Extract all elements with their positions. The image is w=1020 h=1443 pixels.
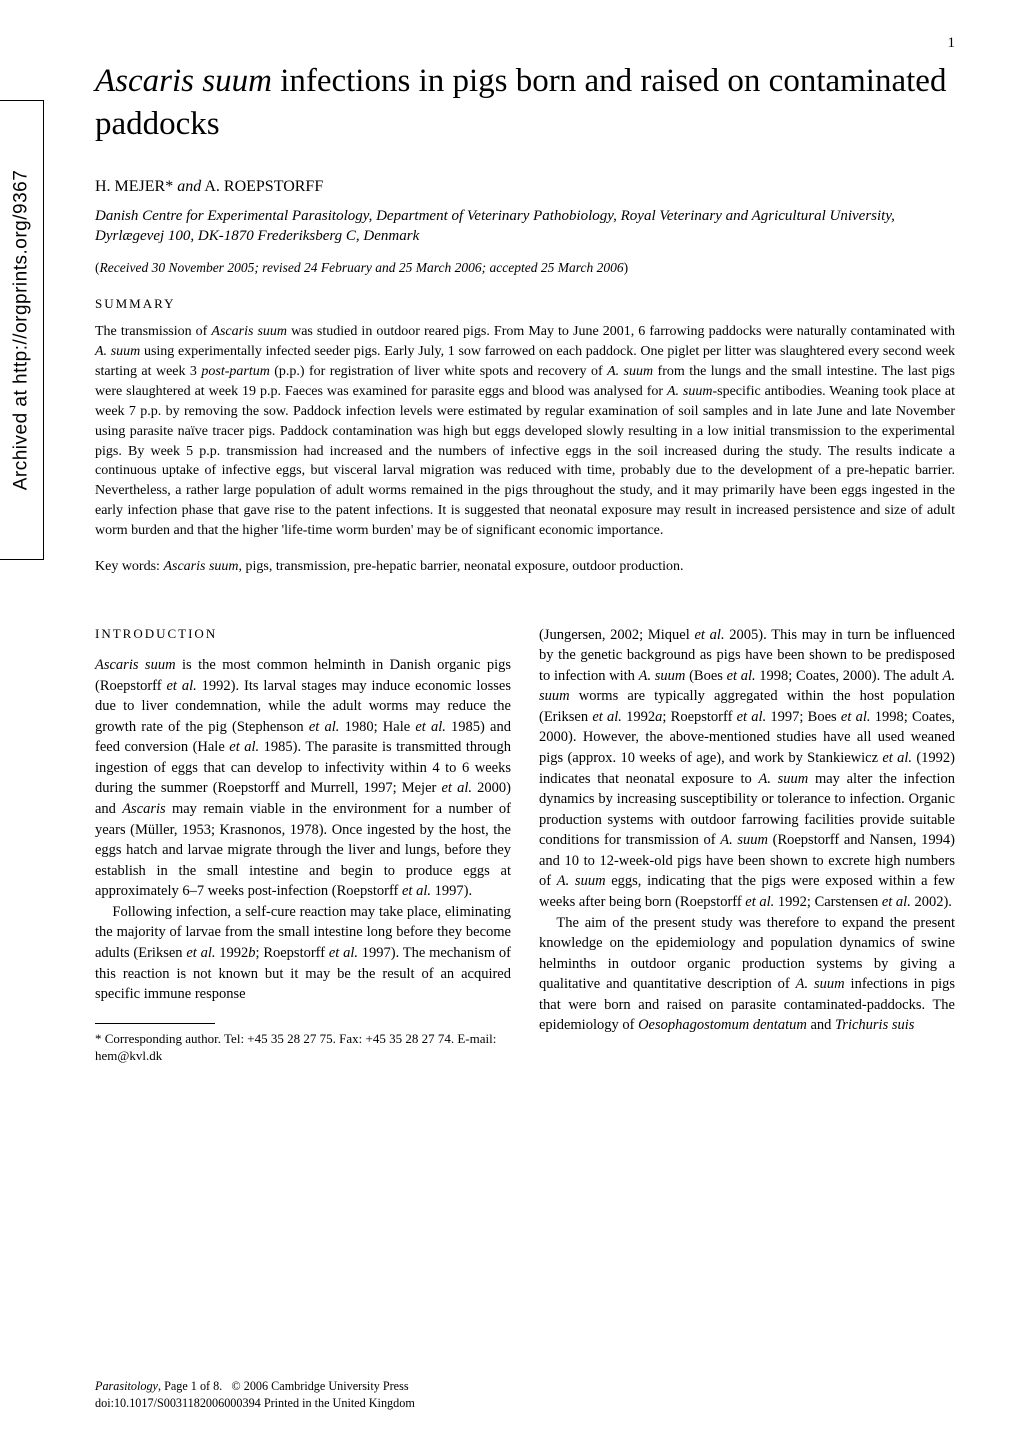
two-column-body: INTRODUCTION Ascaris suum is the most co… [95, 625, 955, 1065]
footer-line-2: doi:10.1017/S0031182006000394 Printed in… [95, 1395, 415, 1411]
intro-paragraph-3: (Jungersen, 2002; Miquel et al. 2005). T… [539, 625, 955, 913]
page-content: 1 Ascaris suum infections in pigs born a… [95, 60, 955, 1065]
footer-line-1: Parasitology, Page 1 of 8. © 2006 Cambri… [95, 1378, 415, 1394]
archive-url-text: Archived at http://orgprints.org/9367 [11, 170, 33, 491]
received-dates: (Received 30 November 2005; revised 24 F… [95, 260, 955, 276]
column-left: INTRODUCTION Ascaris suum is the most co… [95, 625, 511, 1065]
archive-sidebar-tab: Archived at http://orgprints.org/9367 [0, 100, 44, 560]
intro-paragraph-2: Following infection, a self-cure reactio… [95, 902, 511, 1005]
keywords-line: Key words: Ascaris suum, pigs, transmiss… [95, 557, 955, 577]
introduction-heading: INTRODUCTION [95, 625, 511, 643]
page-number: 1 [948, 35, 956, 52]
intro-paragraph-1: Ascaris suum is the most common helminth… [95, 655, 511, 902]
summary-body: The transmission of Ascaris suum was stu… [95, 322, 955, 541]
page-footer: Parasitology, Page 1 of 8. © 2006 Cambri… [95, 1378, 415, 1411]
column-right: (Jungersen, 2002; Miquel et al. 2005). T… [539, 625, 955, 1065]
authors-line: H. MEJER* and A. ROEPSTORFF [95, 178, 955, 196]
corresponding-author-footnote: * Corresponding author. Tel: +45 35 28 2… [95, 1030, 511, 1065]
intro-paragraph-4: The aim of the present study was therefo… [539, 913, 955, 1036]
affiliation: Danish Centre for Experimental Parasitol… [95, 206, 955, 247]
article-title: Ascaris suum infections in pigs born and… [95, 60, 955, 146]
summary-heading: SUMMARY [95, 296, 955, 312]
footnote-rule [95, 1023, 215, 1024]
